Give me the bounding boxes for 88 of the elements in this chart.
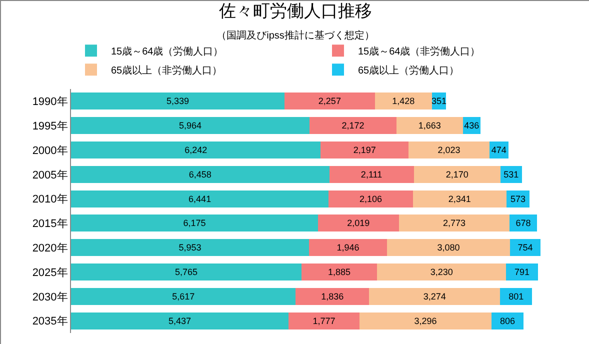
data-label: 6,458 [188,169,212,180]
bar [329,166,414,183]
chart-subtitle: （国調及びipss推計に基づく想定） [216,30,374,42]
bar [71,239,310,256]
data-label: 2,111 [360,169,382,180]
bar [510,239,540,256]
bar [71,263,302,281]
data-label: 6,175 [183,218,206,228]
data-label: 1,663 [418,120,441,131]
bar [71,312,288,330]
bar [296,288,370,305]
data-label: 3,230 [430,267,453,277]
legend-label: 65歳以上（労働人口） [358,64,460,77]
bar [288,312,360,330]
data-label: 1,946 [336,242,360,253]
data-label: 5,617 [172,291,195,302]
data-label: 3,080 [437,242,460,253]
data-label: 1,836 [321,291,344,302]
data-label: 573 [510,194,526,204]
data-label: 806 [500,316,516,326]
bar [369,288,500,305]
data-label: 5,339 [166,96,190,106]
y-tick-label: 2015年 [32,218,68,230]
data-label: 2,106 [359,194,382,204]
y-tick-label: 2025年 [32,266,68,279]
data-label: 754 [518,242,533,253]
data-label: 474 [491,145,506,155]
data-label: 531 [504,169,519,180]
bar [360,312,492,330]
bar [71,141,321,159]
bar [506,263,538,281]
data-label: 1,777 [312,316,336,326]
y-tick-label: 1995年 [32,120,68,132]
bar [71,92,285,110]
data-label: 436 [464,120,480,131]
data-label: 801 [508,291,524,302]
bar [328,190,413,208]
data-label: 6,441 [188,194,212,204]
legend-label: 65歳以上（非労働人口） [111,64,222,77]
data-label: 2,341 [448,194,471,204]
data-label: 2,773 [442,218,466,228]
y-tick-label: 1990年 [32,96,68,108]
legend-label: 15歳～64歳（非労働人口） [358,46,480,58]
bar [71,190,329,208]
y-tick-label: 2005年 [32,169,68,182]
bar [386,239,510,256]
data-label: 1,885 [328,267,351,277]
data-label: 791 [514,267,530,277]
data-label: 5,964 [179,120,202,131]
bar [374,92,432,110]
bar [71,288,296,305]
bar [412,190,506,208]
bar [71,214,318,232]
bar [376,263,506,281]
data-label: 2,172 [342,120,364,131]
bar [71,117,310,134]
data-label: 2,019 [347,218,370,228]
data-label: 5,437 [168,316,191,326]
data-label: 1,428 [392,96,415,106]
data-label: 5,953 [178,242,202,253]
y-tick-label: 2035年 [32,316,68,328]
y-tick-label: 2010年 [32,194,68,206]
bar [309,239,387,256]
bar [302,263,377,281]
data-label: 3,296 [414,316,437,326]
bar [284,92,375,110]
bar [310,117,396,134]
data-label: 5,765 [175,267,198,277]
bar [398,214,510,232]
bar [320,141,409,159]
data-label: 351 [431,96,446,106]
data-label: 2,257 [318,96,341,106]
data-label: 2,170 [446,169,468,180]
data-label: 3,274 [423,291,446,302]
y-tick-label: 2020年 [32,242,68,254]
bar [318,214,399,232]
data-label: 678 [516,218,531,228]
chart-title: 佐々町労働人口推移 [219,1,372,20]
data-label: 6,242 [184,145,208,155]
data-label: 2,197 [353,145,376,155]
bar [71,166,330,183]
bar [414,166,501,183]
y-tick-label: 2000年 [32,144,68,157]
bar [396,117,463,134]
legend-label: 15歳～64歳（労働人口） [111,46,224,58]
bar [408,141,490,159]
y-tick-label: 2030年 [32,291,68,304]
data-label: 2,023 [438,145,460,155]
